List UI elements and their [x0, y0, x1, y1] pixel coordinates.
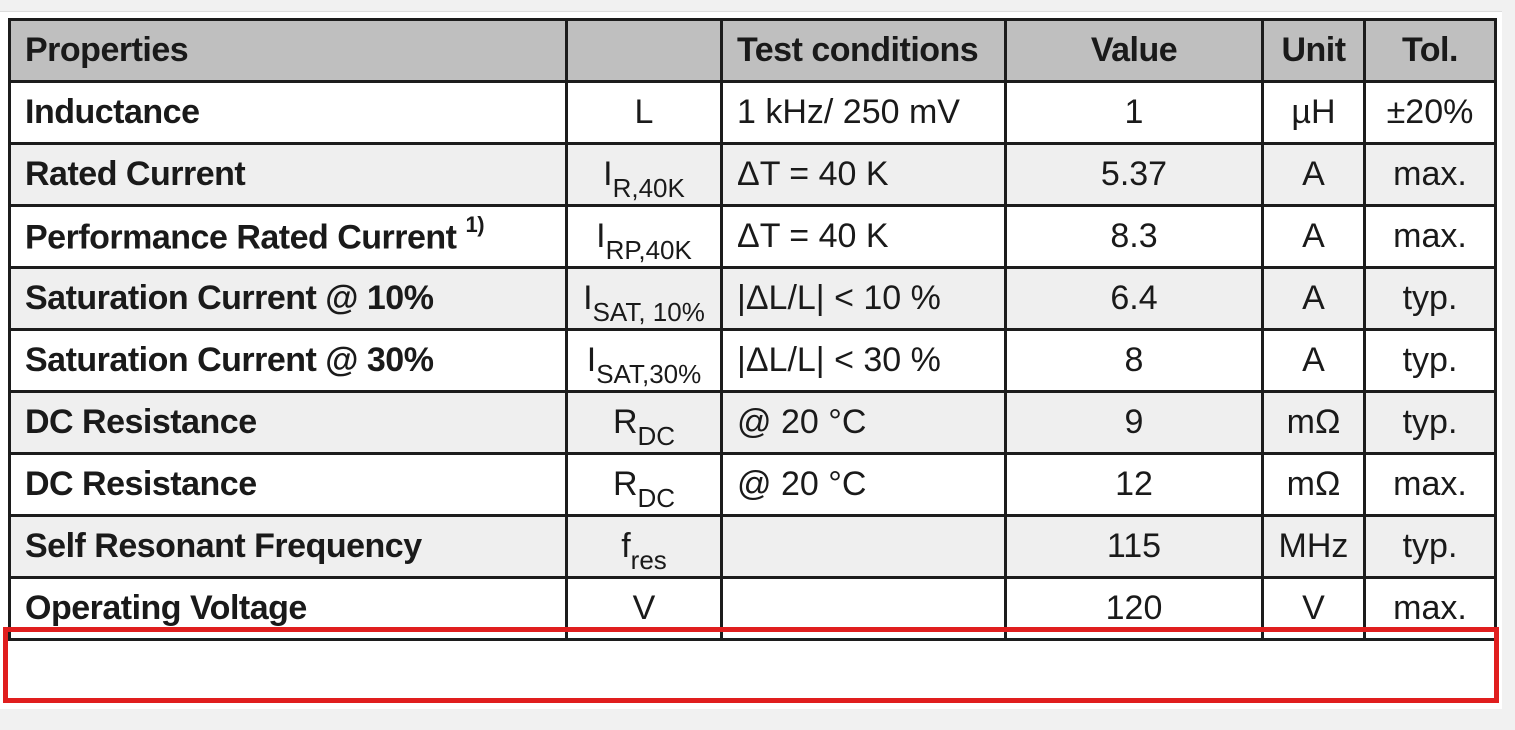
unit-cell: A: [1261, 142, 1366, 207]
header-test-conditions: Test conditions: [720, 18, 1007, 83]
table-row: Inductance L 1 kHz/ 250 mV 1 µH ±20%: [8, 80, 1497, 145]
header-properties: Properties: [8, 18, 568, 83]
header-value: Value: [1004, 18, 1264, 83]
symbol-subscript: SAT, 10%: [592, 297, 705, 327]
symbol-cell: ISAT, 10%: [565, 266, 723, 331]
symbol-main: f: [621, 527, 631, 565]
unit-cell: µH: [1261, 80, 1366, 145]
header-tolerance: Tol.: [1363, 18, 1497, 83]
test-condition-cell: |ΔL/L| < 30 %: [720, 328, 1007, 393]
unit-cell: mΩ: [1261, 390, 1366, 455]
symbol-subscript: SAT,30%: [596, 359, 702, 389]
value-cell: 9: [1004, 390, 1264, 455]
symbol-main: I: [603, 155, 613, 193]
value-cell: 1: [1004, 80, 1264, 145]
symbol-cell: IR,40K: [565, 142, 723, 207]
footnote-marker: 1): [465, 211, 485, 237]
symbol-main: L: [634, 93, 654, 131]
symbol-cell: fres: [565, 514, 723, 579]
symbol-main: V: [632, 589, 656, 627]
unit-cell: mΩ: [1261, 452, 1366, 517]
table-body: Inductance L 1 kHz/ 250 mV 1 µH ±20% Rated Cur…: [8, 80, 1497, 641]
property-name: Rated Current: [25, 155, 246, 193]
property-name: Saturation Current @ 10%: [25, 279, 434, 317]
property-name: Inductance: [25, 93, 200, 131]
test-condition-cell: @ 20 °C: [720, 390, 1007, 455]
table-row: DC Resistance RDC @ 20 °C 12 mΩ max.: [8, 452, 1497, 517]
tolerance-cell: max.: [1363, 142, 1497, 207]
tolerance-cell: ±20%: [1363, 80, 1497, 145]
property-name: Saturation Current @ 30%: [25, 341, 434, 379]
tolerance-cell: typ.: [1363, 390, 1497, 455]
value-cell: 8: [1004, 328, 1264, 393]
test-condition-cell: ΔT = 40 K: [720, 204, 1007, 269]
value-cell: 6.4: [1004, 266, 1264, 331]
header-symbol: [565, 18, 723, 83]
symbol-cell: IRP,40K: [565, 204, 723, 269]
symbol-main: I: [583, 279, 593, 317]
table-row: DC Resistance RDC @ 20 °C 9 mΩ typ.: [8, 390, 1497, 455]
specifications-table: Properties Test conditions Value Unit To…: [8, 18, 1497, 641]
table-header-row: Properties Test conditions Value Unit To…: [8, 18, 1497, 83]
test-condition-cell: [720, 576, 1007, 641]
symbol-cell: RDC: [565, 452, 723, 517]
value-cell: 12: [1004, 452, 1264, 517]
tolerance-cell: max.: [1363, 452, 1497, 517]
test-condition-cell: @ 20 °C: [720, 452, 1007, 517]
test-condition-cell: ΔT = 40 K: [720, 142, 1007, 207]
tolerance-cell: typ.: [1363, 328, 1497, 393]
table-row: Self Resonant Frequency fres 115 MHz typ.: [8, 514, 1497, 579]
property-name: DC Resistance: [25, 465, 257, 503]
test-condition-cell: [720, 514, 1007, 579]
property-cell: Self Resonant Frequency: [8, 514, 568, 579]
unit-cell: MHz: [1261, 514, 1366, 579]
symbol-subscript: res: [630, 545, 667, 575]
symbol-cell: V: [565, 576, 723, 641]
tolerance-cell: max.: [1363, 204, 1497, 269]
symbol-cell: ISAT,30%: [565, 328, 723, 393]
property-cell: Saturation Current @ 10%: [8, 266, 568, 331]
tolerance-cell: typ.: [1363, 514, 1497, 579]
symbol-subscript: DC: [637, 483, 676, 513]
property-name: DC Resistance: [25, 403, 257, 441]
value-cell: 120: [1004, 576, 1264, 641]
value-cell: 5.37: [1004, 142, 1264, 207]
symbol-cell: L: [565, 80, 723, 145]
property-cell: DC Resistance: [8, 452, 568, 517]
property-cell: Operating Voltage: [8, 576, 568, 641]
test-condition-cell: |ΔL/L| < 10 %: [720, 266, 1007, 331]
symbol-main: R: [612, 403, 638, 441]
property-cell: Inductance: [8, 80, 568, 145]
property-cell: Performance Rated Current 1): [8, 204, 568, 269]
tolerance-cell: typ.: [1363, 266, 1497, 331]
property-cell: DC Resistance: [8, 390, 568, 455]
symbol-main: R: [612, 465, 638, 503]
table-row: Saturation Current @ 10% ISAT, 10% |ΔL/L| …: [8, 266, 1497, 331]
symbol-cell: RDC: [565, 390, 723, 455]
test-condition-cell: 1 kHz/ 250 mV: [720, 80, 1007, 145]
value-cell: 8.3: [1004, 204, 1264, 269]
header-unit: Unit: [1261, 18, 1366, 83]
property-name: Operating Voltage: [25, 589, 307, 627]
value-cell: 115: [1004, 514, 1264, 579]
symbol-main: I: [596, 217, 606, 255]
symbol-main: I: [586, 341, 597, 379]
property-cell: Rated Current: [8, 142, 568, 207]
unit-cell: V: [1261, 576, 1366, 641]
symbol-subscript: DC: [637, 421, 676, 451]
unit-cell: A: [1261, 204, 1366, 269]
property-name: Performance Rated Current: [25, 218, 457, 257]
table-row: Saturation Current @ 30% ISAT,30% |ΔL/L| <…: [8, 328, 1497, 393]
property-name: Self Resonant Frequency: [25, 527, 422, 565]
property-cell: Saturation Current @ 30%: [8, 328, 568, 393]
tolerance-cell: max.: [1363, 576, 1497, 641]
symbol-subscript: R,40K: [612, 173, 685, 203]
table-row: Performance Rated Current 1) IRP,40K ΔT = …: [8, 204, 1497, 269]
unit-cell: A: [1261, 266, 1366, 331]
symbol-subscript: RP,40K: [605, 235, 692, 265]
unit-cell: A: [1261, 328, 1366, 393]
